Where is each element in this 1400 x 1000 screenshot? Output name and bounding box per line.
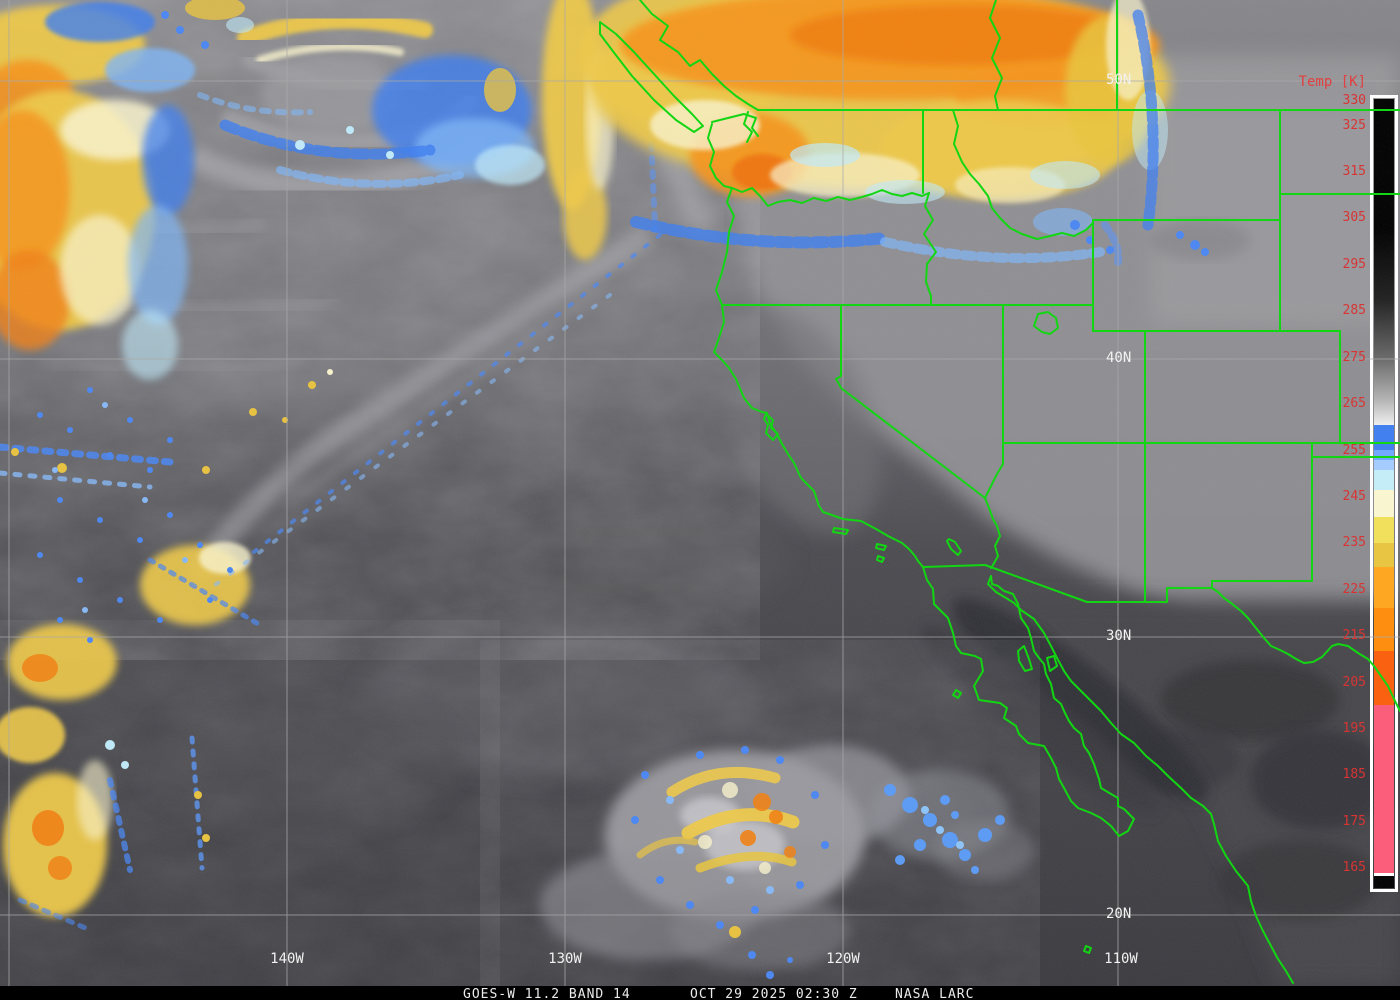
longitude-label: 110W bbox=[1104, 951, 1138, 967]
latitude-label: 40N bbox=[1106, 350, 1131, 366]
longitude-label: 130W bbox=[548, 951, 582, 967]
footer-timestamp-label: OCT 29 2025 02:30 Z bbox=[690, 987, 858, 1000]
longitude-label: 140W bbox=[270, 951, 304, 967]
footer-credit-label: NASA LARC bbox=[895, 987, 974, 1000]
colorbar-tick-label: 215 bbox=[1343, 628, 1366, 643]
latitude-label: 30N bbox=[1106, 628, 1131, 644]
colorbar-tick-label: 315 bbox=[1343, 164, 1366, 179]
colorbar-tick-label: 165 bbox=[1343, 860, 1366, 875]
colorbar-tick-label: 285 bbox=[1343, 303, 1366, 318]
footer-product-label: GOES-W 11.2 BAND 14 bbox=[463, 987, 631, 1000]
colorbar-tick-label: 330 bbox=[1343, 93, 1366, 108]
latitude-label: 50N bbox=[1106, 72, 1131, 88]
colorbar-tick-label: 245 bbox=[1343, 489, 1366, 504]
longitude-label: 120W bbox=[826, 951, 860, 967]
footer-bar: GOES-W 11.2 BAND 14 OCT 29 2025 02:30 Z … bbox=[0, 986, 1400, 1000]
colorbar-tick-label: 195 bbox=[1343, 721, 1366, 736]
colorbar-tick-label: 175 bbox=[1343, 814, 1366, 829]
grid-labels: 50N 40N 30N 20N 140W 130W 120W 110W bbox=[270, 72, 1138, 967]
colorbar-tick-label: 305 bbox=[1343, 210, 1366, 225]
colorbar-title: Temp [K] bbox=[1299, 74, 1366, 90]
colorbar-tick-label: 205 bbox=[1343, 675, 1366, 690]
colorbar-tick-label: 225 bbox=[1343, 582, 1366, 597]
colorbar-tick-label: 235 bbox=[1343, 535, 1366, 550]
colorbar-labels: Temp [K] 330 325 315 305 295 285 275 265… bbox=[1299, 74, 1366, 875]
colorbar-tick-label: 325 bbox=[1343, 118, 1366, 133]
colorbar-tick-label: 295 bbox=[1343, 257, 1366, 272]
latitude-label: 20N bbox=[1106, 906, 1131, 922]
colorbar-tick-label: 265 bbox=[1343, 396, 1366, 411]
colorbar-tick-label: 185 bbox=[1343, 767, 1366, 782]
colorbar-tick-label: 275 bbox=[1343, 350, 1366, 365]
colorbar-tick-label: 255 bbox=[1343, 443, 1366, 458]
